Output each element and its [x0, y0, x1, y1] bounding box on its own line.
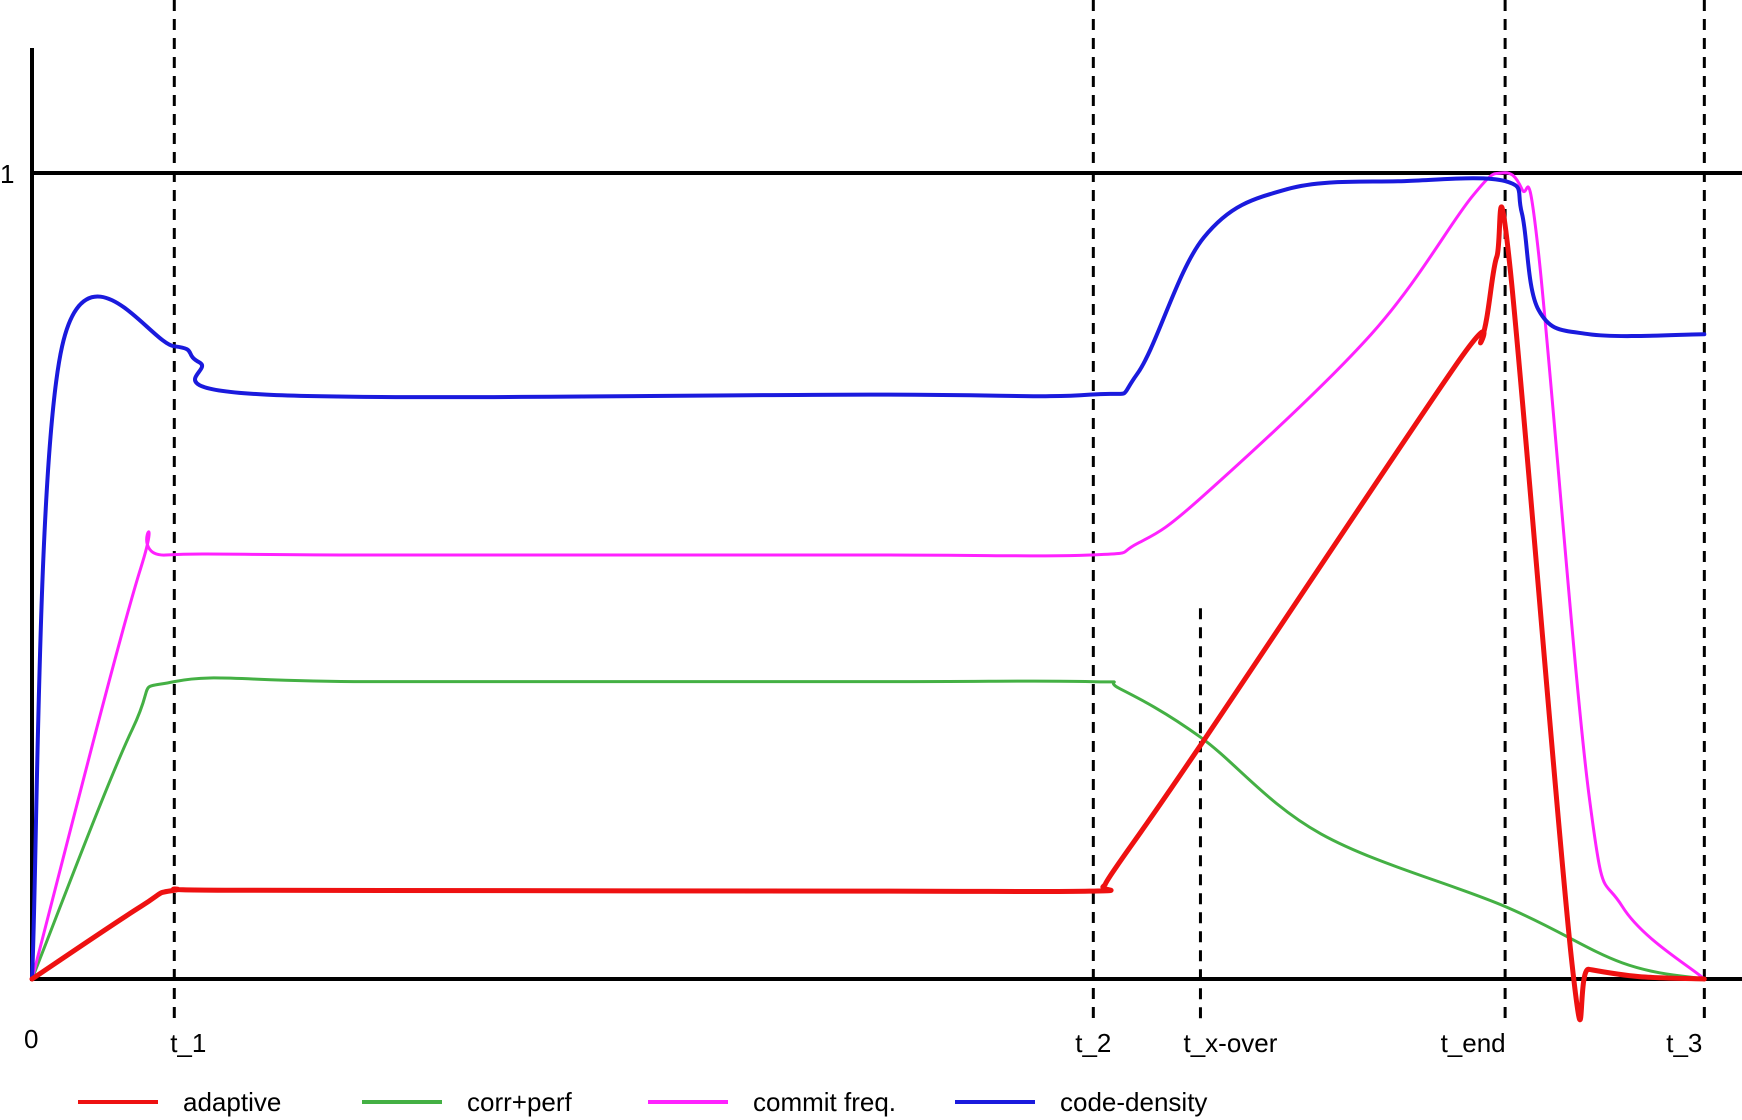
- marker-label-t_2: t_2: [1075, 1028, 1111, 1058]
- x-marker-lines: [172, 0, 1706, 1022]
- tick-labels: 0 1: [0, 159, 38, 1054]
- x-marker-labels: t_1 t_2 t_x-over t_end t_3: [170, 1028, 1702, 1058]
- legend-label-commit-freq: commit freq.: [753, 1087, 896, 1117]
- marker-label-t_x-over: t_x-over: [1183, 1028, 1277, 1058]
- axes: [30, 48, 1742, 981]
- legend: adaptive corr+perf commit freq. code-densit…: [78, 1087, 1207, 1117]
- series-line-code-density: [30, 176, 1707, 981]
- series-line-adaptive: [29, 204, 1707, 1023]
- marker-label-t_end: t_end: [1441, 1028, 1506, 1058]
- series-line-corr-perf: [30, 676, 1706, 981]
- origin-tick-label: 0: [24, 1024, 38, 1054]
- series-line-commit-freq-: [30, 171, 1706, 981]
- marker-label-t_3: t_3: [1666, 1028, 1702, 1058]
- y-tick-label-1: 1: [0, 159, 14, 189]
- series-lines: [29, 171, 1707, 1023]
- legend-label-code-density: code-density: [1060, 1087, 1207, 1117]
- legend-label-corr-perf: corr+perf: [467, 1087, 573, 1117]
- legend-label-adaptive: adaptive: [183, 1087, 281, 1117]
- marker-label-t_1: t_1: [170, 1028, 206, 1058]
